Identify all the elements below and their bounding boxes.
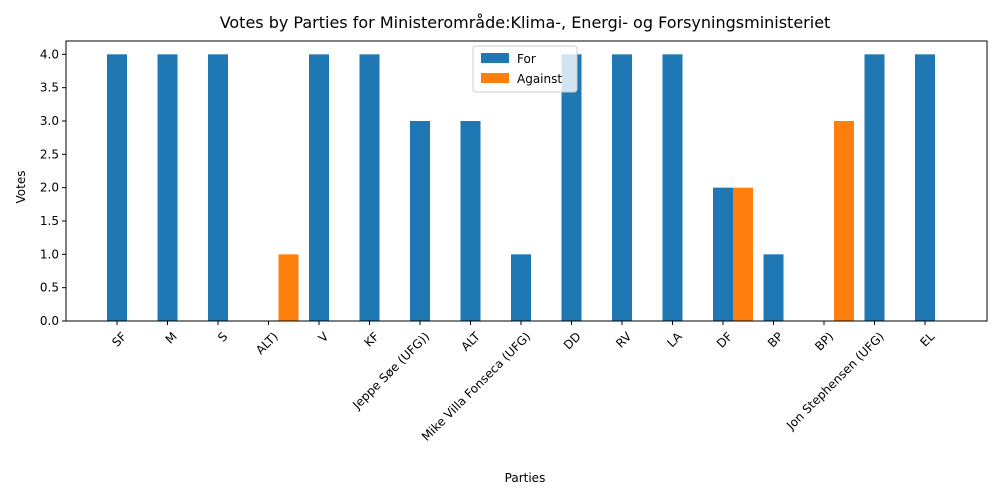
y-tick-label: 2.5: [40, 147, 59, 161]
legend-swatch-against: [481, 73, 509, 83]
bar-for-2: [208, 54, 228, 321]
chart-title: Votes by Parties for Ministerområde:Klim…: [220, 13, 831, 32]
y-tick-label: 1.0: [40, 247, 59, 261]
x-axis-label: Parties: [505, 471, 546, 485]
bar-for-13: [763, 254, 784, 321]
axes-frame: [65, 40, 988, 322]
y-tick-label: 0.5: [40, 281, 59, 295]
bar-against-12: [733, 187, 753, 321]
legend-swatch-for: [481, 53, 509, 63]
y-tick-label: 4.0: [40, 47, 59, 61]
y-tick-label: 1.5: [40, 214, 59, 228]
legend-label-against: Against: [517, 72, 562, 86]
bar-for-5: [359, 54, 380, 321]
y-tick-label: 0.0: [40, 314, 59, 328]
bar-for-16: [915, 54, 935, 321]
bar-for-0: [107, 54, 127, 321]
bar-for-9: [561, 54, 582, 321]
bar-for-11: [662, 54, 683, 321]
legend-label-for: For: [517, 52, 536, 66]
bar-for-4: [309, 54, 329, 321]
bar-against-14: [834, 121, 854, 321]
y-tick-label: 2.0: [40, 181, 59, 195]
y-axis-label: Votes: [14, 171, 28, 204]
bar-for-6: [410, 121, 430, 321]
bar-for-8: [511, 254, 531, 321]
bar-against-3: [278, 254, 299, 321]
y-tick-label: 3.0: [40, 114, 59, 128]
y-tick-label: 3.5: [40, 81, 59, 95]
bar-for-7: [460, 121, 481, 321]
bar-for-1: [157, 54, 178, 321]
bar-for-10: [612, 54, 632, 321]
legend: For Against: [472, 45, 578, 93]
bar-for-12: [713, 187, 733, 321]
bar-for-15: [864, 54, 885, 321]
